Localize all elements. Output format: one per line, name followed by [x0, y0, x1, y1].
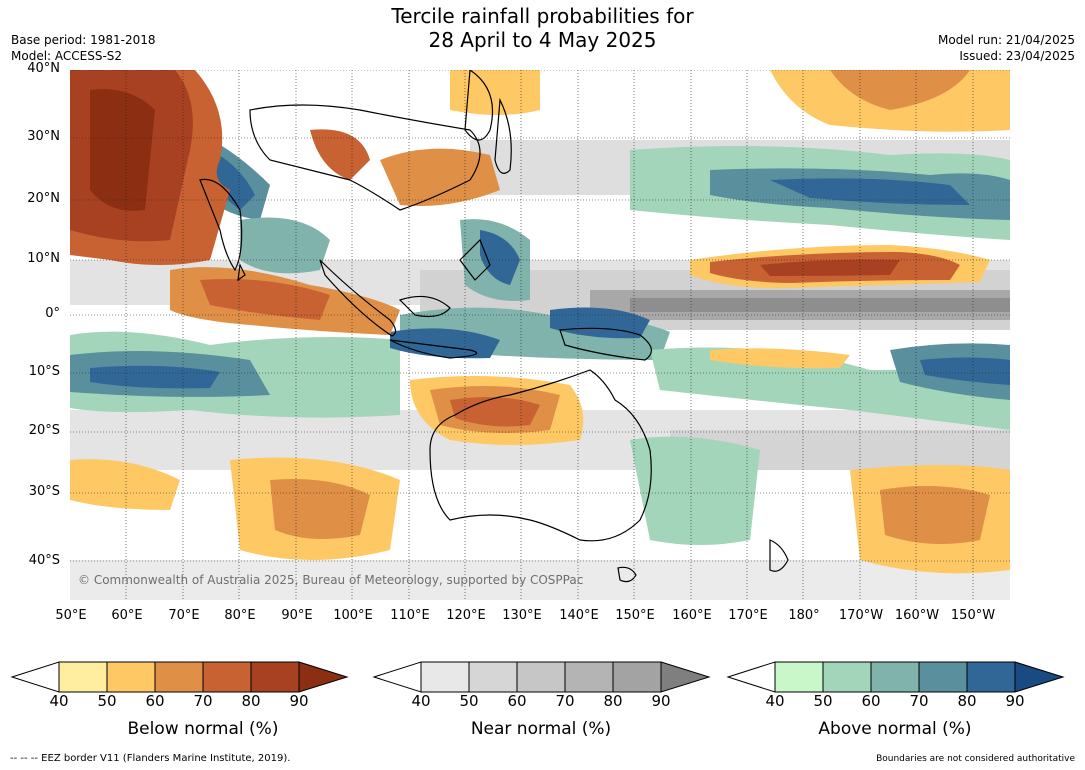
colorbars — [10, 661, 1065, 693]
below-tick-80: 80 — [241, 692, 261, 710]
lat-label-30n: 30°N — [27, 129, 60, 144]
lon-label-130e: 130°E — [502, 608, 542, 623]
above-bin-60 — [870, 661, 920, 693]
base-period-text: Base period: 1981-2018 — [11, 33, 156, 47]
lat-label-equator: 0° — [45, 306, 60, 321]
lon-label-150w: 150°W — [950, 608, 996, 623]
lat-label-10s: 10°S — [28, 364, 60, 379]
model-text: Model: ACCESS-S2 — [11, 49, 123, 63]
lon-label-120e: 120°E — [446, 608, 486, 623]
copyright-text: © Commonwealth of Australia 2025, Bureau… — [78, 573, 584, 587]
below-bin-60 — [154, 661, 204, 693]
below-tick-90: 90 — [289, 692, 309, 710]
below-bin-80 — [250, 661, 300, 693]
issued-text: Issued: 23/04/2025 — [959, 49, 1075, 63]
below-normal-areas — [70, 70, 1010, 574]
near-bin-70 — [564, 661, 614, 693]
lon-label-100e: 100°E — [333, 608, 373, 623]
below-normal-title: Below normal (%) — [127, 719, 279, 739]
below-bin-50 — [106, 661, 156, 693]
above-bin-50 — [822, 661, 872, 693]
above-normal-colorbar — [726, 661, 1065, 693]
above-tick-40: 40 — [765, 692, 785, 710]
near-bin-80 — [612, 661, 662, 693]
graticule — [70, 70, 1010, 600]
lon-label-110e: 110°E — [390, 608, 430, 623]
near-tick-90: 90 — [651, 692, 671, 710]
lon-label-170e: 170°E — [728, 608, 768, 623]
lat-label-40s: 40°S — [28, 553, 60, 568]
near-normal-title: Near normal (%) — [470, 719, 612, 739]
boundaries-disclaimer: Boundaries are not considered authoritat… — [876, 754, 1075, 764]
near-tick-80: 80 — [603, 692, 623, 710]
lat-label-40n: 40°N — [27, 61, 60, 76]
above-bin-80 — [966, 661, 1016, 693]
below-tick-40: 40 — [49, 692, 69, 710]
above-tick-90: 90 — [1005, 692, 1025, 710]
above-tick-80: 80 — [957, 692, 977, 710]
base-info: Base period: 1981-2018 Model: ACCESS-S2 — [11, 32, 156, 64]
lon-label-150e: 150°E — [615, 608, 655, 623]
below-bin-40 — [58, 661, 108, 693]
rainfall-map — [70, 70, 1010, 600]
near-normal-colorbar — [372, 661, 711, 693]
lon-label-170w: 170°W — [838, 608, 884, 623]
lon-label-140e: 140°E — [559, 608, 599, 623]
title-line-1: Tercile rainfall probabilities for — [391, 4, 694, 28]
near-tick-40: 40 — [411, 692, 431, 710]
lon-label-70e: 70°E — [168, 608, 200, 623]
near-bin-60 — [516, 661, 566, 693]
above-bin-70 — [918, 661, 968, 693]
below-normal-colorbar — [10, 661, 349, 693]
above-bin-40 — [774, 661, 824, 693]
near-bin-50 — [468, 661, 518, 693]
coastlines — [199, 70, 789, 583]
below-tick-60: 60 — [145, 692, 165, 710]
lat-label-20n: 20°N — [27, 191, 60, 206]
below-bin-70 — [202, 661, 252, 693]
lat-label-20s: 20°S — [28, 423, 60, 438]
above-tick-70: 70 — [909, 692, 929, 710]
title-line-2: 28 April to 4 May 2025 — [428, 28, 657, 52]
lon-label-180: 180° — [788, 608, 820, 623]
lon-label-160w: 160°W — [894, 608, 940, 623]
run-info: Model run: 21/04/2025 Issued: 23/04/2025 — [938, 32, 1075, 64]
near-bin-40 — [420, 661, 470, 693]
lon-label-80e: 80°E — [224, 608, 256, 623]
above-tick-60: 60 — [861, 692, 881, 710]
lat-label-10n: 10°N — [27, 251, 60, 266]
lat-label-30s: 30°S — [28, 484, 60, 499]
above-normal-title: Above normal (%) — [818, 719, 972, 739]
lon-label-90e: 90°E — [281, 608, 313, 623]
near-tick-70: 70 — [555, 692, 575, 710]
model-run-text: Model run: 21/04/2025 — [937, 33, 1075, 47]
above-normal-areas — [70, 130, 1010, 545]
lon-label-160e: 160°E — [672, 608, 712, 623]
lon-label-50e: 50°E — [55, 608, 87, 623]
lon-label-60e: 60°E — [111, 608, 143, 623]
near-tick-50: 50 — [459, 692, 479, 710]
below-tick-50: 50 — [97, 692, 117, 710]
map-title: Tercile rainfall probabilities for 28 Ap… — [0, 4, 1085, 52]
eez-border-note: -- -- -- EEZ border V11 (Flanders Marine… — [10, 753, 291, 764]
below-tick-70: 70 — [193, 692, 213, 710]
above-tick-50: 50 — [813, 692, 833, 710]
near-tick-60: 60 — [507, 692, 527, 710]
